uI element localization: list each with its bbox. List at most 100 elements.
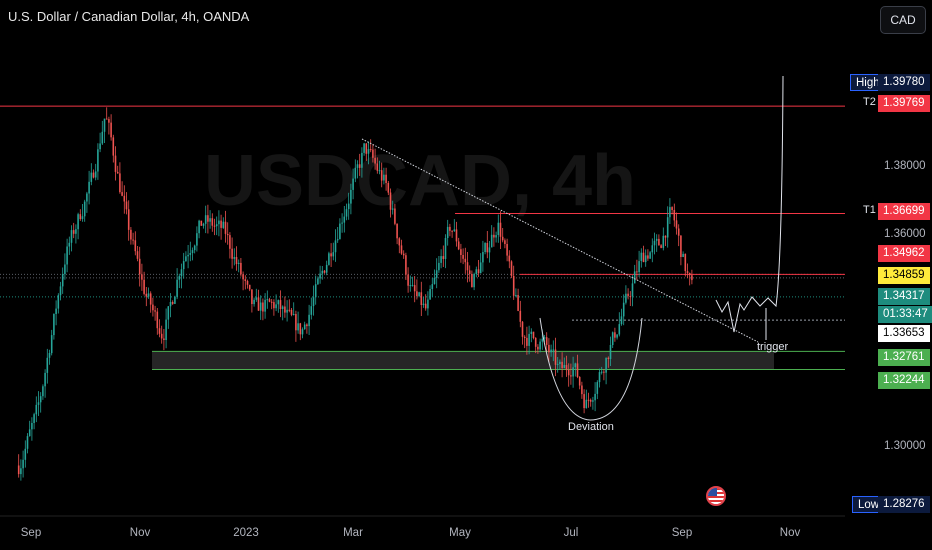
- candle-body: [237, 262, 240, 264]
- candle-body: [202, 223, 205, 226]
- candle-body: [521, 321, 524, 337]
- candle-body: [66, 246, 68, 265]
- support-zone-layer: [152, 351, 774, 370]
- candle-body: [44, 372, 46, 387]
- candle-body: [532, 331, 535, 338]
- candle-body: [211, 218, 214, 226]
- candle-body: [556, 363, 559, 365]
- candle-body: [462, 255, 464, 259]
- candle-body: [301, 329, 304, 335]
- candle-body: [163, 338, 165, 340]
- candle-body: [380, 170, 383, 181]
- symbol-title[interactable]: U.S. Dollar / Canadian Dollar, 4h, OANDA: [8, 9, 250, 24]
- candle-body: [631, 283, 634, 297]
- candle-body: [603, 371, 605, 373]
- candle-body: [262, 302, 264, 312]
- candle-body: [684, 253, 687, 272]
- trigger-level-badge: 1.33653: [878, 325, 930, 342]
- candle-body: [182, 261, 185, 270]
- us-flag-event-icon[interactable]: [706, 486, 726, 506]
- candle-body: [57, 295, 60, 309]
- candle-body: [295, 314, 297, 331]
- candle-body: [567, 370, 570, 376]
- candle-body: [332, 252, 335, 257]
- candle-body: [455, 229, 458, 242]
- candle-body: [398, 238, 401, 246]
- candle-body: [88, 181, 90, 194]
- candle-body: [477, 269, 480, 274]
- time-label-nov-2023: Nov: [779, 527, 801, 539]
- candle-body: [504, 240, 506, 244]
- candle-body: [493, 234, 495, 238]
- time-label-mar-2023: Mar: [343, 527, 363, 539]
- candle-body: [229, 235, 231, 249]
- candle-body: [369, 149, 372, 151]
- candle-body: [356, 164, 359, 168]
- candle-body: [244, 279, 247, 281]
- candle-body: [191, 250, 194, 253]
- time-label-nov-2022: Nov: [129, 527, 151, 539]
- candle-body: [633, 271, 636, 284]
- candle-body: [669, 207, 671, 218]
- candle-body: [460, 249, 462, 255]
- candle-body: [132, 239, 134, 241]
- candle-body: [585, 399, 588, 409]
- candle-body: [583, 394, 585, 409]
- candle-body: [677, 228, 680, 236]
- candle-body: [622, 302, 625, 317]
- candle-body: [607, 357, 610, 359]
- candle-body: [418, 292, 420, 296]
- currency-button[interactable]: CAD: [880, 6, 926, 34]
- candle-body: [409, 285, 412, 287]
- candle-body: [629, 296, 632, 297]
- candle-body: [647, 255, 649, 259]
- candle-body: [119, 173, 121, 193]
- candle-body: [543, 337, 546, 339]
- candle-body: [394, 208, 396, 224]
- candle-body: [490, 234, 493, 248]
- candle-body: [251, 289, 253, 304]
- candle-body: [330, 253, 332, 257]
- candle-body: [501, 236, 504, 241]
- candle-body: [110, 122, 112, 138]
- trigger-annotation: trigger: [757, 341, 789, 353]
- candle-body: [50, 335, 53, 354]
- candle-body: [512, 276, 515, 296]
- candle-body: [435, 270, 438, 278]
- candle-body: [207, 215, 209, 222]
- candle-body: [400, 245, 403, 254]
- candle-body: [248, 284, 251, 290]
- candle-body: [180, 269, 183, 277]
- candle-body: [306, 324, 308, 327]
- candle-body: [17, 465, 20, 475]
- candle-body: [541, 338, 544, 342]
- candle-body: [46, 357, 49, 373]
- candle-body: [286, 309, 288, 313]
- candle-body: [341, 222, 343, 224]
- candle-body: [534, 337, 537, 347]
- candle-body: [666, 217, 669, 238]
- candle-body: [328, 253, 330, 265]
- candle-body: [59, 286, 62, 296]
- candle-body: [433, 277, 436, 285]
- candle-body: [609, 345, 612, 359]
- candle-body: [169, 302, 172, 307]
- candle-body: [215, 224, 218, 227]
- candle-body: [81, 216, 84, 219]
- candle-body: [616, 334, 618, 338]
- candle-body: [123, 195, 126, 202]
- candle-body: [618, 324, 621, 335]
- candle-body: [105, 118, 108, 120]
- candle-body: [200, 220, 203, 226]
- candle-body: [246, 281, 249, 285]
- candle-body: [565, 365, 568, 371]
- candle-body: [508, 255, 511, 262]
- candle-body: [550, 349, 552, 353]
- t2-price-badge: 1.39769: [878, 95, 930, 112]
- candle-body: [627, 293, 629, 296]
- candle-body: [407, 274, 409, 286]
- candle-body: [325, 264, 328, 273]
- candle-body: [488, 247, 491, 253]
- candle-body: [204, 215, 207, 224]
